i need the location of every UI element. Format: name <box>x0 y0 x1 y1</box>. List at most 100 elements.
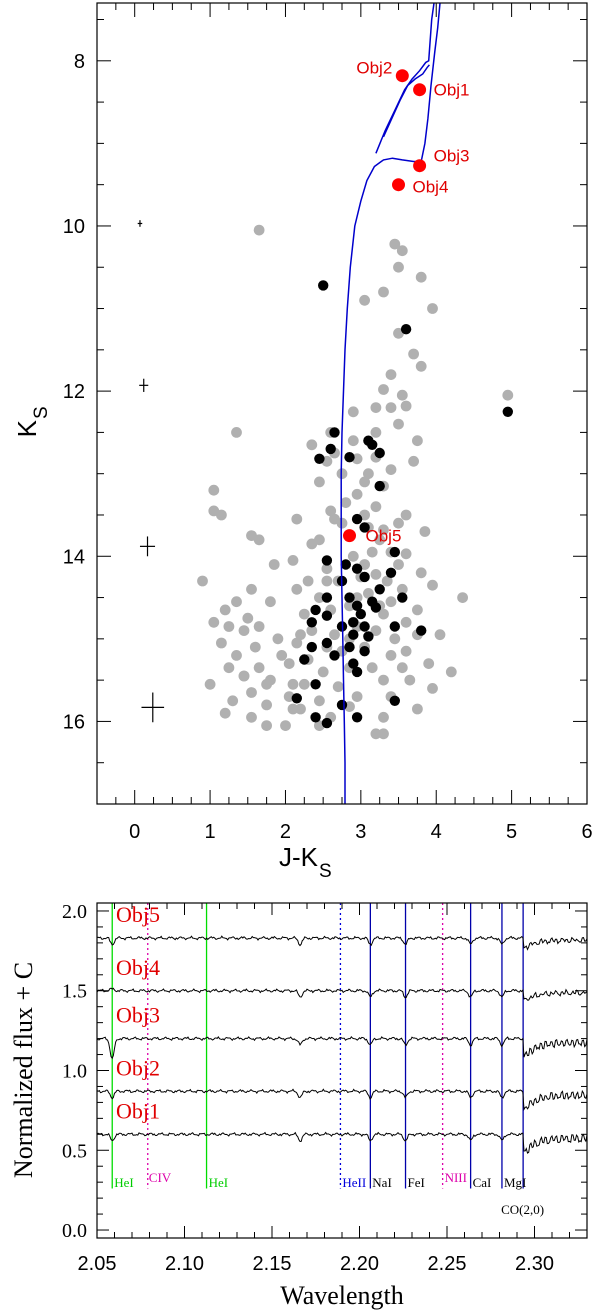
member-star <box>344 592 355 603</box>
field-star <box>291 513 303 525</box>
field-star <box>396 389 408 401</box>
field-star <box>208 484 220 496</box>
field-star <box>359 294 370 306</box>
spectral-line-label: HeI <box>114 1175 134 1190</box>
isochrone-branch2 <box>382 64 430 138</box>
spec-ytick-label: 0.5 <box>62 1140 87 1162</box>
field-star <box>231 596 242 608</box>
field-star <box>370 501 382 513</box>
member-star <box>359 571 370 583</box>
member-star <box>367 439 378 450</box>
field-star <box>298 608 310 620</box>
field-star <box>400 400 412 412</box>
field-star <box>227 695 239 707</box>
field-star <box>246 687 257 698</box>
spectrum-label-obj1: Obj1 <box>116 1098 160 1123</box>
cmd-xlabel-sub: S <box>319 861 332 882</box>
member-star <box>325 443 336 455</box>
member-star <box>351 513 363 525</box>
field-star <box>404 674 416 686</box>
member-star <box>321 717 333 729</box>
member-star <box>321 592 333 603</box>
field-star <box>378 286 389 298</box>
spec-xtick-label: 2.30 <box>515 1253 554 1275</box>
field-star <box>295 629 306 641</box>
member-star <box>318 280 329 291</box>
spectral-line-label: NIII <box>445 1170 467 1185</box>
member-star <box>370 602 382 613</box>
field-star <box>385 369 397 380</box>
member-star <box>351 600 363 611</box>
isochrone-main <box>340 2 441 804</box>
spectral-line-label: CO(2,0) <box>501 1202 544 1217</box>
object-label-obj2: Obj2 <box>356 59 392 78</box>
field-star <box>427 683 438 694</box>
spec-xtick-label: 2.10 <box>165 1253 204 1275</box>
field-star <box>238 670 250 682</box>
field-star <box>246 583 257 595</box>
cmd-ytick-label: 10 <box>63 216 85 238</box>
spec-xtick-label: 2.20 <box>340 1253 379 1275</box>
field-star <box>412 703 423 715</box>
member-star <box>306 617 317 628</box>
field-star <box>332 681 344 693</box>
error-bar <box>137 220 143 227</box>
field-star <box>223 662 235 674</box>
spec-xtick-label: 2.25 <box>428 1253 467 1275</box>
field-star <box>268 559 280 570</box>
cmd-ylabel: K <box>12 419 42 437</box>
field-star <box>400 548 412 560</box>
member-star <box>348 617 359 628</box>
field-star <box>321 563 333 575</box>
member-star <box>351 666 363 678</box>
field-star <box>231 650 242 661</box>
field-star <box>314 695 325 707</box>
spectral-line-label: FeI <box>408 1175 425 1190</box>
field-star <box>457 592 468 603</box>
field-star <box>291 583 303 595</box>
field-star <box>347 435 359 447</box>
spectral-line-label: CaI <box>473 1175 492 1190</box>
field-star <box>393 418 404 430</box>
spec-ylabel: Normalized flux + C <box>9 962 38 1178</box>
field-star <box>396 245 408 257</box>
field-star <box>287 678 299 690</box>
spectra-panel: Obj1 Obj2 Obj3 Obj4 Obj5 HeI CIV HeI HeII NaI FeI… <box>9 901 588 1310</box>
cmd-xtick-label: 2 <box>280 821 291 843</box>
field-star <box>295 703 306 715</box>
error-bar <box>141 692 165 723</box>
member-star <box>321 610 333 621</box>
member-star <box>416 625 427 636</box>
member-star <box>359 646 370 657</box>
member-star <box>385 567 397 578</box>
spectral-lines <box>111 903 524 1189</box>
field-star <box>314 592 325 603</box>
field-star <box>385 464 397 475</box>
isochrone-branch1 <box>375 2 435 154</box>
field-star <box>502 389 514 401</box>
field-star <box>216 637 227 649</box>
spec-ytick-label: 1.0 <box>62 1061 87 1083</box>
field-star <box>445 666 457 678</box>
member-star <box>348 658 359 669</box>
field-star <box>249 641 261 653</box>
field-star <box>363 468 374 480</box>
member-star <box>321 637 333 649</box>
field-star <box>265 596 276 608</box>
field-star <box>427 303 438 314</box>
field-star <box>415 567 427 579</box>
field-star <box>238 625 250 636</box>
spectrum-obj4 <box>96 987 588 1001</box>
spec-ytick-label: 0.0 <box>62 1220 87 1242</box>
member-star <box>374 447 385 459</box>
spec-xtick-label: 2.05 <box>78 1253 117 1275</box>
cmd-ytick-label: 12 <box>63 381 85 403</box>
field-star <box>253 662 265 674</box>
field-star <box>370 427 382 438</box>
field-star <box>408 455 419 467</box>
spec-xtick-label: 2.15 <box>253 1253 292 1275</box>
field-star <box>351 488 363 500</box>
member-star <box>397 592 408 603</box>
